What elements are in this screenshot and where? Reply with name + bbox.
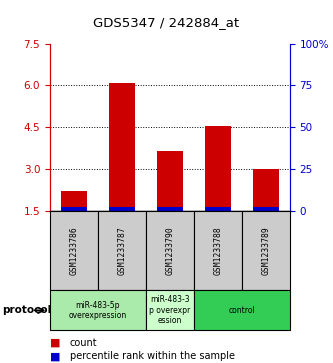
- Text: percentile rank within the sample: percentile rank within the sample: [70, 351, 235, 362]
- Bar: [252, 169, 279, 211]
- Bar: [204, 207, 231, 211]
- Bar: [157, 207, 183, 211]
- Text: miR-483-5p
overexpression: miR-483-5p overexpression: [69, 301, 127, 320]
- Bar: [61, 191, 87, 211]
- Text: GSM1233789: GSM1233789: [261, 226, 270, 275]
- Text: GSM1233788: GSM1233788: [213, 226, 222, 275]
- Bar: [157, 151, 183, 211]
- Text: miR-483-3
p overexpr
ession: miR-483-3 p overexpr ession: [149, 295, 190, 325]
- Text: count: count: [70, 338, 98, 348]
- Text: GSM1233790: GSM1233790: [165, 226, 174, 275]
- Text: ■: ■: [50, 351, 61, 362]
- Bar: [109, 207, 135, 211]
- Text: GSM1233786: GSM1233786: [69, 226, 79, 275]
- Text: ■: ■: [50, 338, 61, 348]
- Text: protocol: protocol: [2, 305, 51, 315]
- Bar: [61, 207, 87, 211]
- Text: GDS5347 / 242884_at: GDS5347 / 242884_at: [94, 16, 239, 29]
- Text: control: control: [228, 306, 255, 315]
- Text: GSM1233787: GSM1233787: [117, 226, 127, 275]
- Bar: [204, 126, 231, 211]
- Bar: [109, 82, 135, 211]
- Bar: [252, 207, 279, 211]
